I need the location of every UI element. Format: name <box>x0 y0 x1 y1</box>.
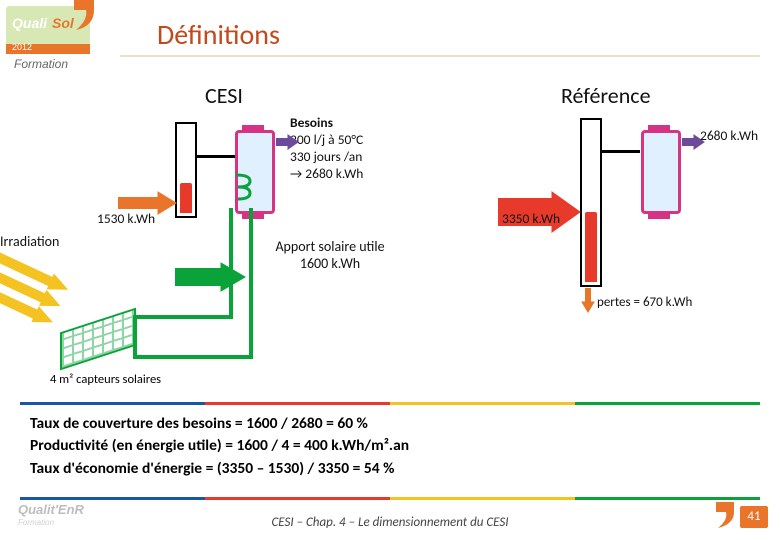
footer-text: CESI – Chap. 4 – Le dimensionnement du C… <box>0 515 780 530</box>
solaire-title: Apport solaire utile <box>275 238 384 255</box>
pertes-label: pertes = 670 k.Wh <box>597 295 692 310</box>
cesi-tank <box>235 130 275 214</box>
cesi-aux-value: 1530 k.Wh <box>97 210 155 227</box>
svg-text:Formation: Formation <box>18 518 55 527</box>
besoins-block: Besoins 200 l/j à 50°C 330 jours /an → 2… <box>290 115 363 183</box>
apostrophe-icon-small <box>714 502 736 528</box>
formula-2: Productivité (en énergie utile) = 1600 /… <box>30 436 409 455</box>
pertes-arrow <box>580 288 596 312</box>
formula-1: Taux de couverture des besoins = 1600 / … <box>30 414 368 433</box>
page-number: 41 <box>740 506 768 528</box>
ref-boiler <box>580 118 602 287</box>
svg-text:Formation: Formation <box>14 57 68 71</box>
heading-cesi: CESI <box>205 82 243 109</box>
svg-text:Quali: Quali <box>12 15 48 31</box>
pipe-v2 <box>249 208 253 359</box>
ref-aux-value: 3350 k.Wh <box>502 210 560 227</box>
cesi-out-arrow <box>276 134 298 150</box>
irradiation-arrows <box>4 240 124 320</box>
pipe-h1 <box>133 315 233 319</box>
besoins-title: Besoins <box>290 114 333 131</box>
ref-boiler-pipe <box>600 150 640 153</box>
svg-text:Qualit'EnR: Qualit'EnR <box>18 502 85 517</box>
besoins-l1: 200 l/j à 50°C <box>290 131 363 148</box>
brand-logo-small: Qualit'EnR Formation <box>18 498 98 528</box>
besoins-l3: → 2680 k.Wh <box>290 165 363 182</box>
title-underline <box>120 55 760 57</box>
apostrophe-icon <box>70 0 98 30</box>
solaire-arrow <box>175 260 245 294</box>
svg-text:2012: 2012 <box>12 42 32 52</box>
pipe-h2 <box>133 355 253 359</box>
heading-reference: Référence <box>561 82 651 109</box>
formula-3: Taux d'économie d'énergie = (3350 – 1530… <box>30 459 394 478</box>
panel-caption: 4 m² capteurs solaires <box>50 372 161 387</box>
coil-icon <box>236 173 252 203</box>
solaire-block: Apport solaire utile 1600 k.Wh <box>240 238 420 272</box>
divider-tricolor <box>20 402 760 405</box>
cesi-boiler-pipe <box>195 155 235 158</box>
ref-out-value: 2680 k.Wh <box>700 127 758 144</box>
divider-tricolor-bottom <box>20 497 760 500</box>
ref-tank <box>641 130 681 214</box>
besoins-l2: 330 jours /an <box>290 148 362 165</box>
cesi-boiler <box>175 122 197 218</box>
page-title: Définitions <box>157 17 280 52</box>
formulas: Taux de couverture des besoins = 1600 / … <box>30 413 409 480</box>
pipe-up <box>133 318 137 358</box>
solaire-val: 1600 k.Wh <box>300 255 360 272</box>
